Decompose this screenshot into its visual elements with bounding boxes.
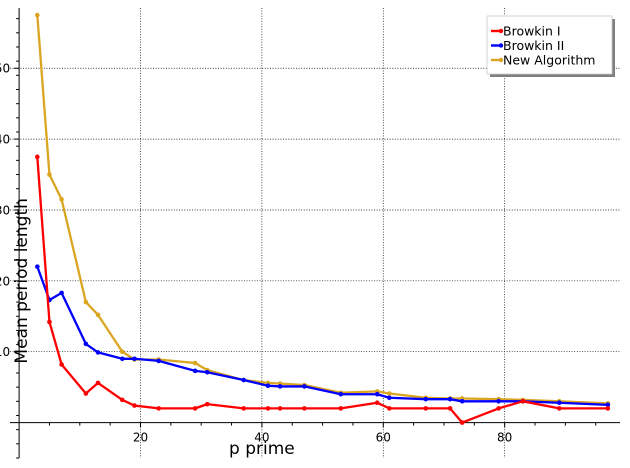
data-point xyxy=(496,399,501,404)
x-tick-label: 80 xyxy=(497,431,512,445)
data-point xyxy=(387,391,392,396)
data-point xyxy=(204,369,210,375)
legend-marker xyxy=(498,28,504,34)
data-point xyxy=(302,406,307,411)
legend-marker xyxy=(498,57,504,63)
data-point xyxy=(156,358,162,364)
data-point xyxy=(204,401,210,407)
data-point xyxy=(241,377,246,383)
y-tick-label: 30 xyxy=(0,203,10,217)
data-point xyxy=(459,420,465,425)
data-point xyxy=(387,406,392,411)
data-point xyxy=(192,360,198,366)
y-tick-label: 50 xyxy=(0,62,10,76)
data-point xyxy=(156,406,162,411)
x-axis-label: p prime xyxy=(229,439,295,459)
data-point xyxy=(374,400,380,406)
axes xyxy=(10,8,620,458)
x-tick-label: 40 xyxy=(254,431,269,445)
legend-box xyxy=(486,15,613,75)
data-point xyxy=(83,391,89,396)
y-tick-label: 40 xyxy=(0,133,10,147)
data-point xyxy=(277,384,283,389)
data-point xyxy=(59,362,64,367)
data-point xyxy=(277,406,283,411)
data-point xyxy=(95,380,101,386)
data-point xyxy=(132,403,137,408)
legend-label: Browkin I xyxy=(503,24,561,39)
data-point xyxy=(423,406,429,411)
series-group xyxy=(35,12,611,425)
data-point xyxy=(374,391,380,397)
data-point xyxy=(83,341,89,347)
series-line xyxy=(36,266,608,406)
data-point xyxy=(59,290,64,296)
x-tick-label: 60 xyxy=(376,431,391,445)
data-point xyxy=(387,395,392,401)
data-point xyxy=(423,396,429,402)
data-point xyxy=(338,406,344,411)
data-point xyxy=(47,172,52,177)
data-point xyxy=(447,406,453,411)
data-point xyxy=(59,197,64,202)
data-point xyxy=(119,397,125,403)
data-point xyxy=(557,406,562,411)
data-point xyxy=(192,406,198,411)
legend-label: New Algorithm xyxy=(503,53,595,68)
data-point xyxy=(605,406,611,411)
data-point xyxy=(447,396,453,402)
data-point xyxy=(95,312,101,318)
data-point xyxy=(557,400,562,406)
tick-marks: 10 20 30 40 50 20 40 60 80 xyxy=(0,18,597,459)
y-tick-label: 10 xyxy=(0,345,10,359)
series-line xyxy=(36,15,608,405)
data-point xyxy=(459,399,465,404)
data-point xyxy=(119,349,125,355)
data-point xyxy=(496,406,501,411)
data-point xyxy=(47,319,52,325)
data-point xyxy=(265,406,271,411)
y-tick-label: 20 xyxy=(0,274,10,288)
data-point xyxy=(119,356,125,362)
data-point xyxy=(605,402,611,408)
legend-marker xyxy=(498,43,504,48)
data-point xyxy=(302,384,307,389)
data-point xyxy=(132,356,137,362)
data-point xyxy=(35,264,40,269)
series-line xyxy=(36,156,608,424)
data-point xyxy=(83,299,89,305)
data-point xyxy=(192,368,198,374)
data-point xyxy=(520,399,526,404)
data-point xyxy=(95,350,101,355)
data-point xyxy=(35,154,40,160)
x-tick-label: 20 xyxy=(133,431,148,445)
data-point xyxy=(338,391,344,397)
data-point xyxy=(35,12,40,18)
y-axis-label: Mean period length xyxy=(12,198,32,363)
data-point xyxy=(241,406,246,411)
legend-label: Browkin II xyxy=(503,38,564,53)
data-point xyxy=(265,383,271,389)
